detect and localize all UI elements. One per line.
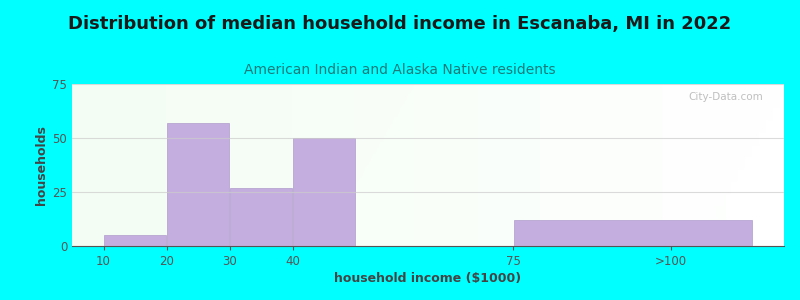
Bar <box>514 220 751 246</box>
Y-axis label: households: households <box>35 125 48 205</box>
Text: American Indian and Alaska Native residents: American Indian and Alaska Native reside… <box>244 63 556 77</box>
Bar <box>294 138 354 246</box>
Bar <box>105 235 166 246</box>
Bar <box>230 188 291 246</box>
Text: Distribution of median household income in Escanaba, MI in 2022: Distribution of median household income … <box>68 15 732 33</box>
Bar <box>167 123 229 246</box>
Text: City-Data.com: City-Data.com <box>688 92 762 102</box>
X-axis label: household income ($1000): household income ($1000) <box>334 272 522 285</box>
